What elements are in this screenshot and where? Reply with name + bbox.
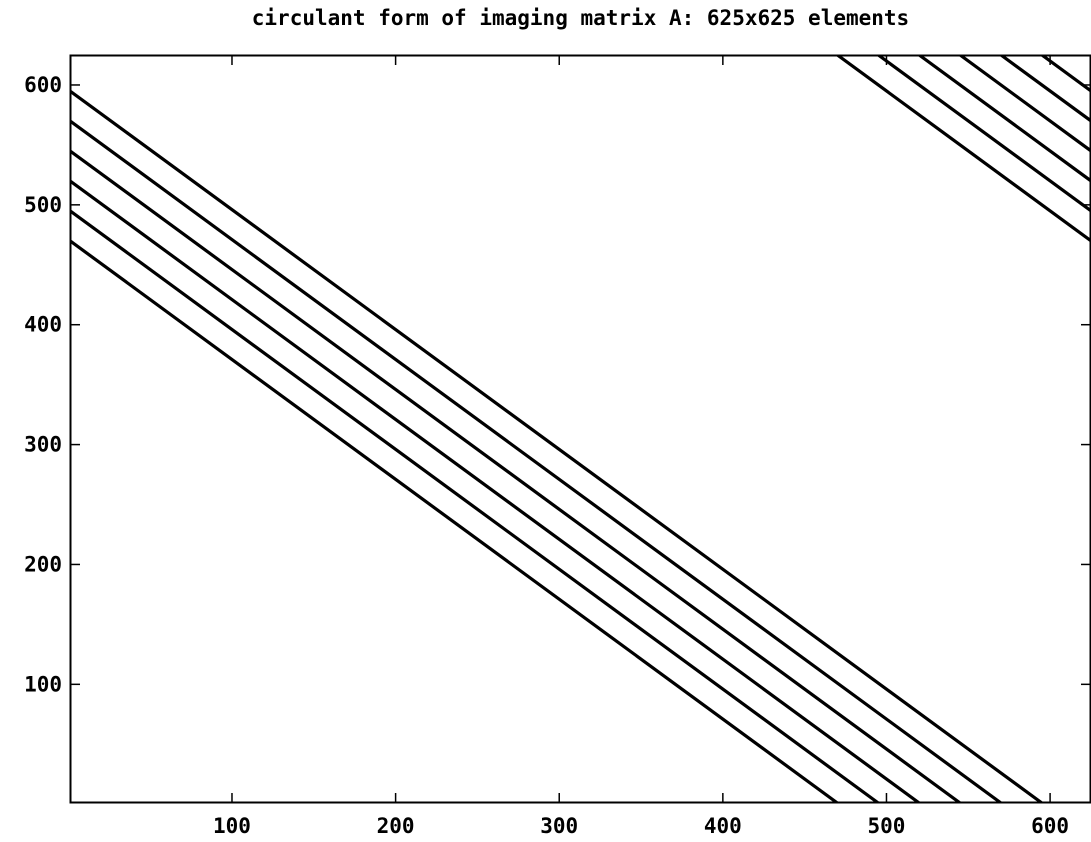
y-tick-label: 400 — [24, 313, 62, 337]
x-tick-label: 600 — [1031, 814, 1069, 838]
tick-layer — [70, 55, 1091, 803]
diagonal-band-line-11 — [1000, 55, 1091, 123]
diagonal-band-line-3 — [70, 179, 921, 803]
series-layer — [70, 55, 1091, 803]
diagonal-band-line-10 — [959, 55, 1091, 153]
diagonal-band-line-1 — [70, 239, 839, 803]
y-tick-label: 600 — [24, 73, 62, 97]
label-layer: 100 200 300 400 500 600 100 200 300 400 500 600 — [24, 73, 1069, 838]
diagonal-band-line-8 — [877, 55, 1091, 213]
chart-title: circulant form of imaging matrix A: 625x… — [251, 6, 910, 30]
x-tick-label: 100 — [213, 814, 251, 838]
y-tick-label: 300 — [24, 433, 62, 457]
x-tick-label: 300 — [540, 814, 578, 838]
diagonal-band-line-2 — [70, 209, 880, 803]
diagonal-band-line-4 — [70, 149, 962, 803]
y-tick-label: 100 — [24, 672, 62, 696]
plot-frame — [69, 54, 1091, 804]
y-tick-label: 500 — [24, 193, 62, 217]
x-tick-label: 200 — [377, 814, 415, 838]
diagonal-band-line-6 — [70, 89, 1043, 803]
x-tick-label: 400 — [704, 814, 742, 838]
diagonal-band-line-7 — [836, 55, 1091, 243]
diagonal-band-line-5 — [70, 119, 1002, 803]
diagonal-band-line-9 — [918, 55, 1091, 183]
y-tick-label: 200 — [24, 552, 62, 576]
x-tick-label: 500 — [868, 814, 906, 838]
